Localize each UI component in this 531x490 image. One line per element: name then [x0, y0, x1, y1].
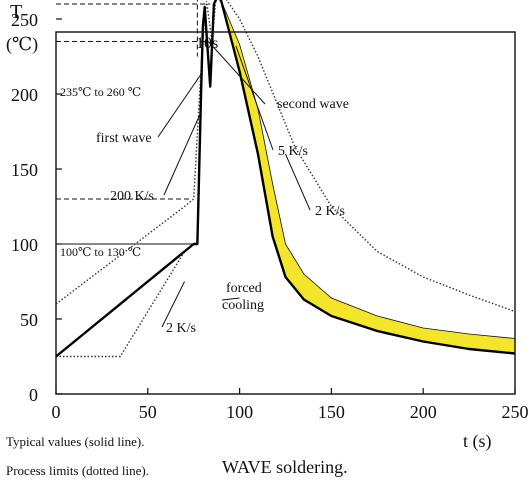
- annotation-leader: [163, 111, 202, 196]
- annotation-7: 100℃ to 130 ℃: [60, 245, 141, 259]
- annotation-leader: [221, 297, 240, 301]
- x-tick-label: 150: [318, 402, 345, 422]
- process-limits-note: Process limits (dotted line).: [6, 463, 149, 478]
- annotation-leader: [285, 153, 311, 211]
- annotation-leader: [157, 71, 204, 138]
- series-dotted-upper-limit: [55, 0, 516, 313]
- annotation-9: 2 K/s: [166, 321, 196, 336]
- x-tick-label: 100: [226, 402, 253, 422]
- annotation-cooling: cooling: [222, 298, 264, 313]
- annotation-6: 2 K/s: [315, 204, 345, 219]
- x-tick-label: 0: [52, 402, 61, 422]
- guide-lines: [56, 0, 217, 245]
- annotation-0: 10s: [196, 35, 218, 52]
- x-tick-label: 200: [410, 402, 437, 422]
- plot-frame: [55, 31, 516, 395]
- x-tick-label: 50: [139, 402, 157, 422]
- annotation-5: 200 K/s: [110, 189, 154, 204]
- x-axis-label: t (s): [463, 431, 492, 452]
- series-layer: [55, 0, 516, 358]
- y-axis-label: T: [10, 1, 22, 23]
- annotation-leader: [208, 41, 266, 105]
- series-solid-typical: [55, 0, 516, 358]
- annotation-leader: [161, 281, 185, 328]
- annotation-1: 235℃ to 260 ℃: [60, 85, 141, 99]
- y-tick-label: 50: [20, 310, 38, 330]
- series-yellow-band: [220, 0, 516, 354]
- y-tick-label: 200: [11, 85, 38, 105]
- annotation-4: 5 K/s: [278, 144, 308, 159]
- y-tick-label: 250: [11, 10, 38, 30]
- y-tick-label: 0: [29, 385, 38, 405]
- annotation-forced: forced: [226, 281, 262, 296]
- y-axis-unit: (℃): [6, 34, 38, 55]
- annotation-leader: [235, 45, 274, 151]
- annotation-2: second wave: [277, 97, 349, 112]
- y-tick-label: 100: [11, 235, 38, 255]
- annotations: 10s 235℃ to 260 ℃ second wave first wave 5 K…: [60, 35, 349, 336]
- typical-values-note: Typical values (solid line).: [6, 434, 145, 449]
- x-tick-label: 250: [502, 402, 529, 422]
- chart-caption: WAVE soldering.: [222, 457, 348, 477]
- annotation-3: first wave: [96, 131, 152, 146]
- y-tick-label: 150: [11, 160, 38, 180]
